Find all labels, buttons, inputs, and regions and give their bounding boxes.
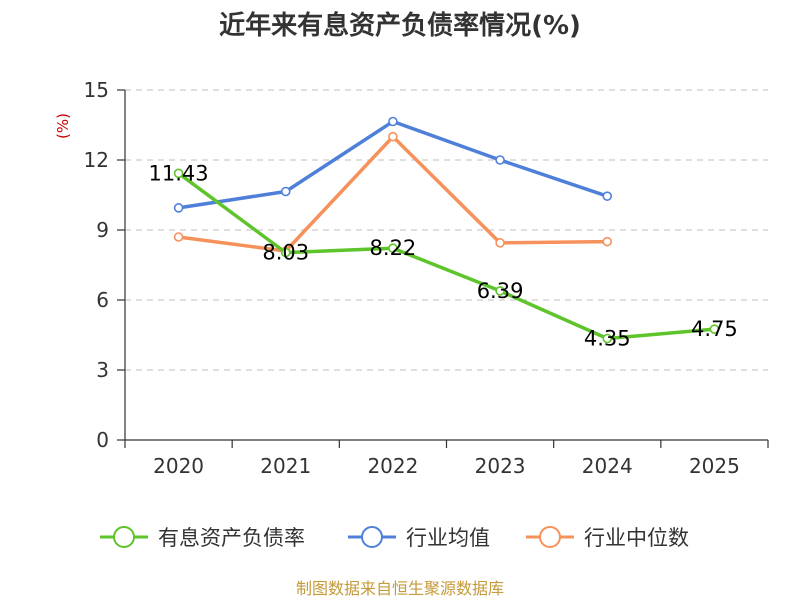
data-point [709,324,720,334]
data-point [495,155,505,165]
data-label: 6.39 [477,279,524,303]
data-point [173,168,184,179]
legend-marker [539,526,561,548]
data-point [495,286,505,296]
series-1 [173,168,720,344]
x-tick-label: 2025 [689,454,740,478]
series-lines [173,116,720,344]
data-point [388,243,398,253]
grid-lines [125,89,768,371]
legend-label: 有息资产负债率 [158,526,305,550]
y-tick-label: 15 [84,78,109,102]
legend-marker [113,526,135,548]
legend-item-2: 行业均值 [348,526,490,550]
legend-label: 行业均值 [406,526,490,550]
data-labels: 11.43 8.03 8.22 6.39 4.35 4.75 [149,161,738,350]
legend-item-1: 有息资产负债率 [100,526,305,550]
legend-item-3: 行业中位数 [526,526,689,550]
x-tick-label: 2023 [475,454,526,478]
data-label: 8.03 [262,241,309,265]
y-tick-label: 3 [96,358,109,382]
data-label: 4.35 [584,327,631,351]
y-tick-label: 12 [84,148,109,172]
chart-title: 近年来有息资产负债率情况(%) [219,10,581,41]
data-point [388,116,398,127]
series-line [176,171,717,341]
axes: 0 3 6 9 12 15 2020 2021 2022 2023 2024 2025 [84,78,769,478]
data-point [602,191,613,201]
x-tick-label: 2022 [367,454,418,478]
y-tick-label: 6 [96,288,109,312]
data-point [280,247,291,258]
y-tick-label: 0 [96,428,109,452]
data-point [173,232,184,242]
series-2 [173,116,613,213]
data-point [388,131,398,142]
x-tick-label: 2021 [260,454,311,478]
data-label: 4.75 [691,317,738,341]
data-label: 8.22 [370,236,417,260]
legend: 有息资产负债率 行业均值 行业中位数 [100,526,689,550]
legend-marker [361,526,383,548]
source-note: 制图数据来自恒生聚源数据库 [296,579,504,598]
x-tick-label: 2020 [153,454,204,478]
data-label: 11.43 [149,161,209,185]
data-point [602,236,613,247]
y-axis-unit-label: (%) [54,113,72,139]
data-point [602,333,613,344]
y-tick-label: 9 [96,218,109,242]
legend-label: 行业中位数 [584,526,689,550]
data-point [173,203,184,213]
series-line [176,134,609,253]
data-point [280,186,291,197]
data-point [495,238,505,248]
x-tick-label: 2024 [582,454,633,478]
